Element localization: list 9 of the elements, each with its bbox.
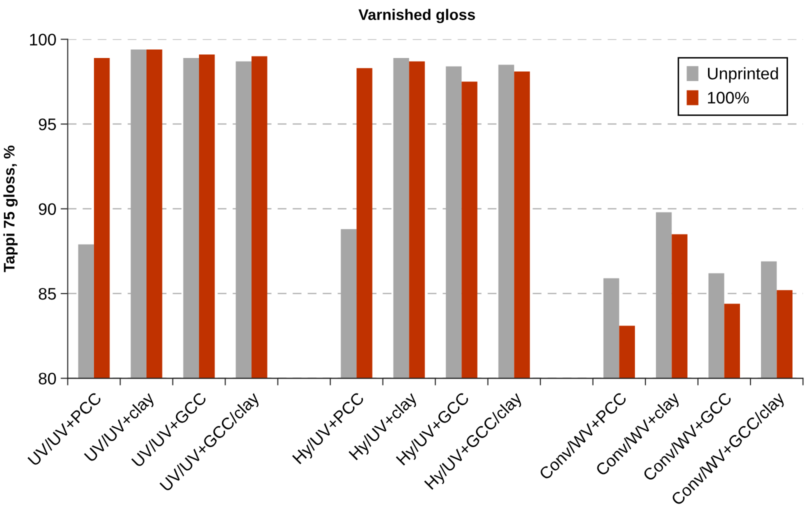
y-tick-label: 95 <box>38 118 56 130</box>
legend-label: Unprinted <box>708 67 778 83</box>
legend-label: 100% <box>708 92 749 104</box>
y-tick-label: 80 <box>38 372 56 385</box>
chart-title: Varnished gloss <box>358 8 475 24</box>
y-tick-label: 100 <box>30 34 56 46</box>
y-tick-label: 90 <box>38 203 56 216</box>
y-tick-label: 85 <box>38 288 56 300</box>
y-axis-title: Tappi 75 gloss, % <box>3 146 18 272</box>
